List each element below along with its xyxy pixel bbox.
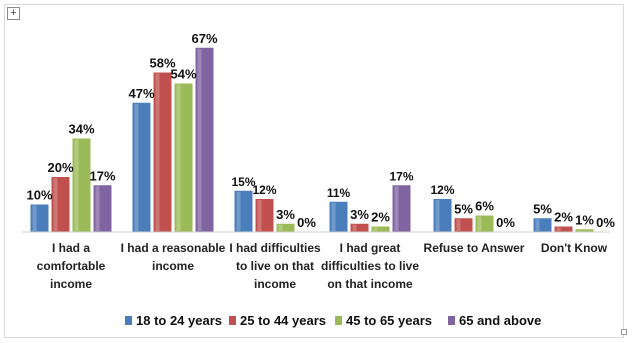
data-labels-layer: 10%47%15%11% 12%5%20%58%12%3% 5%2%34%54%3%… bbox=[26, 31, 615, 230]
data-label-2-3: 2% bbox=[371, 210, 390, 225]
data-label-0-4: 12% bbox=[430, 183, 454, 197]
bar-highlight-1-3 bbox=[352, 224, 357, 231]
category-label-5-0: Don't Know bbox=[541, 241, 608, 255]
bar-0-4 bbox=[433, 199, 452, 232]
bar-highlight-0-2 bbox=[236, 191, 241, 231]
data-label-2-5: 1% bbox=[575, 212, 594, 227]
bar-3-3 bbox=[392, 185, 411, 232]
category-label-1-0: I had a reasonable bbox=[121, 241, 226, 255]
bar-2-5 bbox=[575, 229, 594, 232]
category-label-3-1: difficulties to live bbox=[321, 259, 419, 273]
data-label-3-1: 67% bbox=[191, 31, 217, 46]
data-label-0-1: 47% bbox=[128, 86, 154, 101]
bar-highlight-2-5 bbox=[577, 230, 582, 231]
bar-1-3 bbox=[350, 223, 369, 232]
category-label-1-1: income bbox=[152, 259, 194, 273]
category-label-0-2: income bbox=[50, 277, 92, 291]
legend-swatch-1 bbox=[229, 316, 236, 325]
bar-0-0 bbox=[30, 204, 49, 232]
bar-highlight-3-1 bbox=[197, 48, 202, 231]
bar-highlight-2-1 bbox=[176, 84, 181, 231]
legend-label-0: 18 to 24 years bbox=[136, 313, 222, 328]
data-label-0-0: 10% bbox=[26, 188, 52, 203]
bar-highlight-2-4 bbox=[477, 216, 482, 231]
bars-layer bbox=[30, 47, 594, 232]
bar-3-1 bbox=[195, 47, 214, 232]
bar-0-3 bbox=[329, 201, 348, 232]
data-label-1-2: 12% bbox=[252, 183, 276, 197]
data-label-1-5: 2% bbox=[554, 210, 573, 225]
bar-highlight-0-0 bbox=[32, 205, 37, 231]
data-label-1-4: 5% bbox=[454, 201, 473, 216]
bar-0-2 bbox=[234, 190, 253, 232]
data-label-0-3: 11% bbox=[327, 186, 351, 200]
bar-highlight-1-5 bbox=[556, 227, 561, 231]
data-label-2-0: 34% bbox=[68, 122, 94, 137]
bar-highlight-0-1 bbox=[134, 103, 139, 231]
bar-2-2 bbox=[276, 223, 295, 232]
category-label-3-0: I had great bbox=[340, 241, 401, 255]
data-label-3-0: 17% bbox=[89, 168, 115, 183]
data-label-0-5: 5% bbox=[533, 201, 552, 216]
category-label-0-0: I had a bbox=[52, 241, 90, 255]
category-label-3-2: on that income bbox=[327, 277, 413, 291]
category-label-2-1: to live on that bbox=[236, 259, 314, 273]
bar-highlight-2-2 bbox=[278, 224, 283, 231]
bar-1-5 bbox=[554, 226, 573, 232]
bar-1-1 bbox=[153, 72, 172, 232]
legend-label-3: 65 and above bbox=[459, 313, 541, 328]
bar-1-2 bbox=[255, 199, 274, 232]
bar-highlight-3-3 bbox=[394, 186, 399, 231]
bar-highlight-1-0 bbox=[53, 178, 58, 231]
bar-highlight-0-4 bbox=[435, 200, 440, 231]
data-label-3-5: 0% bbox=[596, 215, 615, 230]
bar-2-3 bbox=[371, 226, 390, 232]
bar-highlight-2-0 bbox=[74, 139, 79, 231]
data-label-2-4: 6% bbox=[475, 199, 494, 214]
bar-1-0 bbox=[51, 177, 70, 232]
legend-label-1: 25 to 44 years bbox=[240, 313, 326, 328]
bar-highlight-0-3 bbox=[331, 202, 336, 231]
bar-2-0 bbox=[72, 138, 91, 232]
bar-0-5 bbox=[533, 218, 552, 232]
move-handle-icon[interactable]: + bbox=[7, 7, 20, 20]
bar-highlight-1-2 bbox=[257, 200, 262, 231]
bar-0-1 bbox=[132, 102, 151, 232]
legend-swatch-0 bbox=[125, 316, 132, 325]
data-label-2-2: 3% bbox=[276, 207, 295, 222]
category-label-2-2: income bbox=[254, 277, 296, 291]
bar-highlight-1-1 bbox=[155, 73, 160, 231]
chart-frame bbox=[4, 4, 624, 338]
data-label-1-0: 20% bbox=[47, 160, 73, 175]
category-labels-layer: I had a comfortable income I had a reasonab… bbox=[37, 241, 608, 291]
resize-handle[interactable] bbox=[621, 329, 627, 335]
data-label-0-2: 15% bbox=[231, 175, 255, 189]
legend: 18 to 24 years 25 to 44 years 45 to 65 yea… bbox=[125, 313, 541, 328]
category-label-2-0: I had difficulties bbox=[229, 241, 321, 255]
category-label-0-1: comfortable bbox=[37, 259, 106, 273]
legend-label-2: 45 to 65 years bbox=[346, 313, 432, 328]
category-label-4-0: Refuse to Answer bbox=[424, 241, 525, 255]
data-label-3-2: 0% bbox=[297, 215, 316, 230]
bar-3-0 bbox=[93, 185, 112, 232]
data-label-2-1: 54% bbox=[170, 67, 196, 82]
data-label-1-1: 58% bbox=[149, 56, 175, 71]
legend-swatch-3 bbox=[448, 316, 455, 325]
bar-2-4 bbox=[475, 215, 494, 232]
bar-highlight-3-0 bbox=[95, 186, 100, 231]
data-label-1-3: 3% bbox=[350, 207, 369, 222]
bar-2-1 bbox=[174, 83, 193, 232]
bar-highlight-2-3 bbox=[373, 227, 378, 231]
bar-highlight-0-5 bbox=[535, 219, 540, 231]
bar-1-4 bbox=[454, 218, 473, 232]
data-label-3-4: 0% bbox=[496, 215, 515, 230]
bar-highlight-1-4 bbox=[456, 219, 461, 231]
data-label-3-3: 17% bbox=[389, 169, 413, 183]
legend-swatch-2 bbox=[335, 316, 342, 325]
